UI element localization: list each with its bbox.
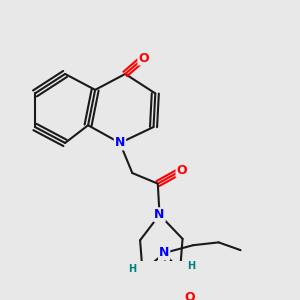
Text: H: H: [128, 264, 136, 274]
Text: N: N: [154, 208, 165, 221]
Text: N: N: [159, 247, 169, 260]
Text: O: O: [184, 291, 195, 300]
Text: N: N: [115, 136, 125, 149]
Text: O: O: [138, 52, 149, 64]
Text: H: H: [187, 261, 195, 272]
Text: O: O: [176, 164, 187, 177]
